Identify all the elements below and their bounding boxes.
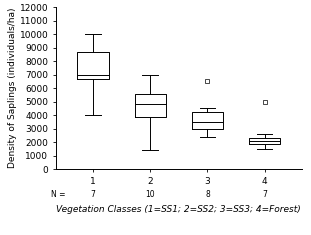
Y-axis label: Density of Saplings (individuals/ha): Density of Saplings (individuals/ha) <box>8 8 17 168</box>
Text: 10: 10 <box>146 190 155 199</box>
Text: 8: 8 <box>205 190 210 199</box>
Text: N =: N = <box>51 190 66 199</box>
X-axis label: Vegetation Classes (1=SS1; 2=SS2; 3=SS3; 4=Forest): Vegetation Classes (1=SS1; 2=SS2; 3=SS3;… <box>57 205 301 214</box>
Text: 7: 7 <box>262 190 267 199</box>
Text: 7: 7 <box>91 190 95 199</box>
